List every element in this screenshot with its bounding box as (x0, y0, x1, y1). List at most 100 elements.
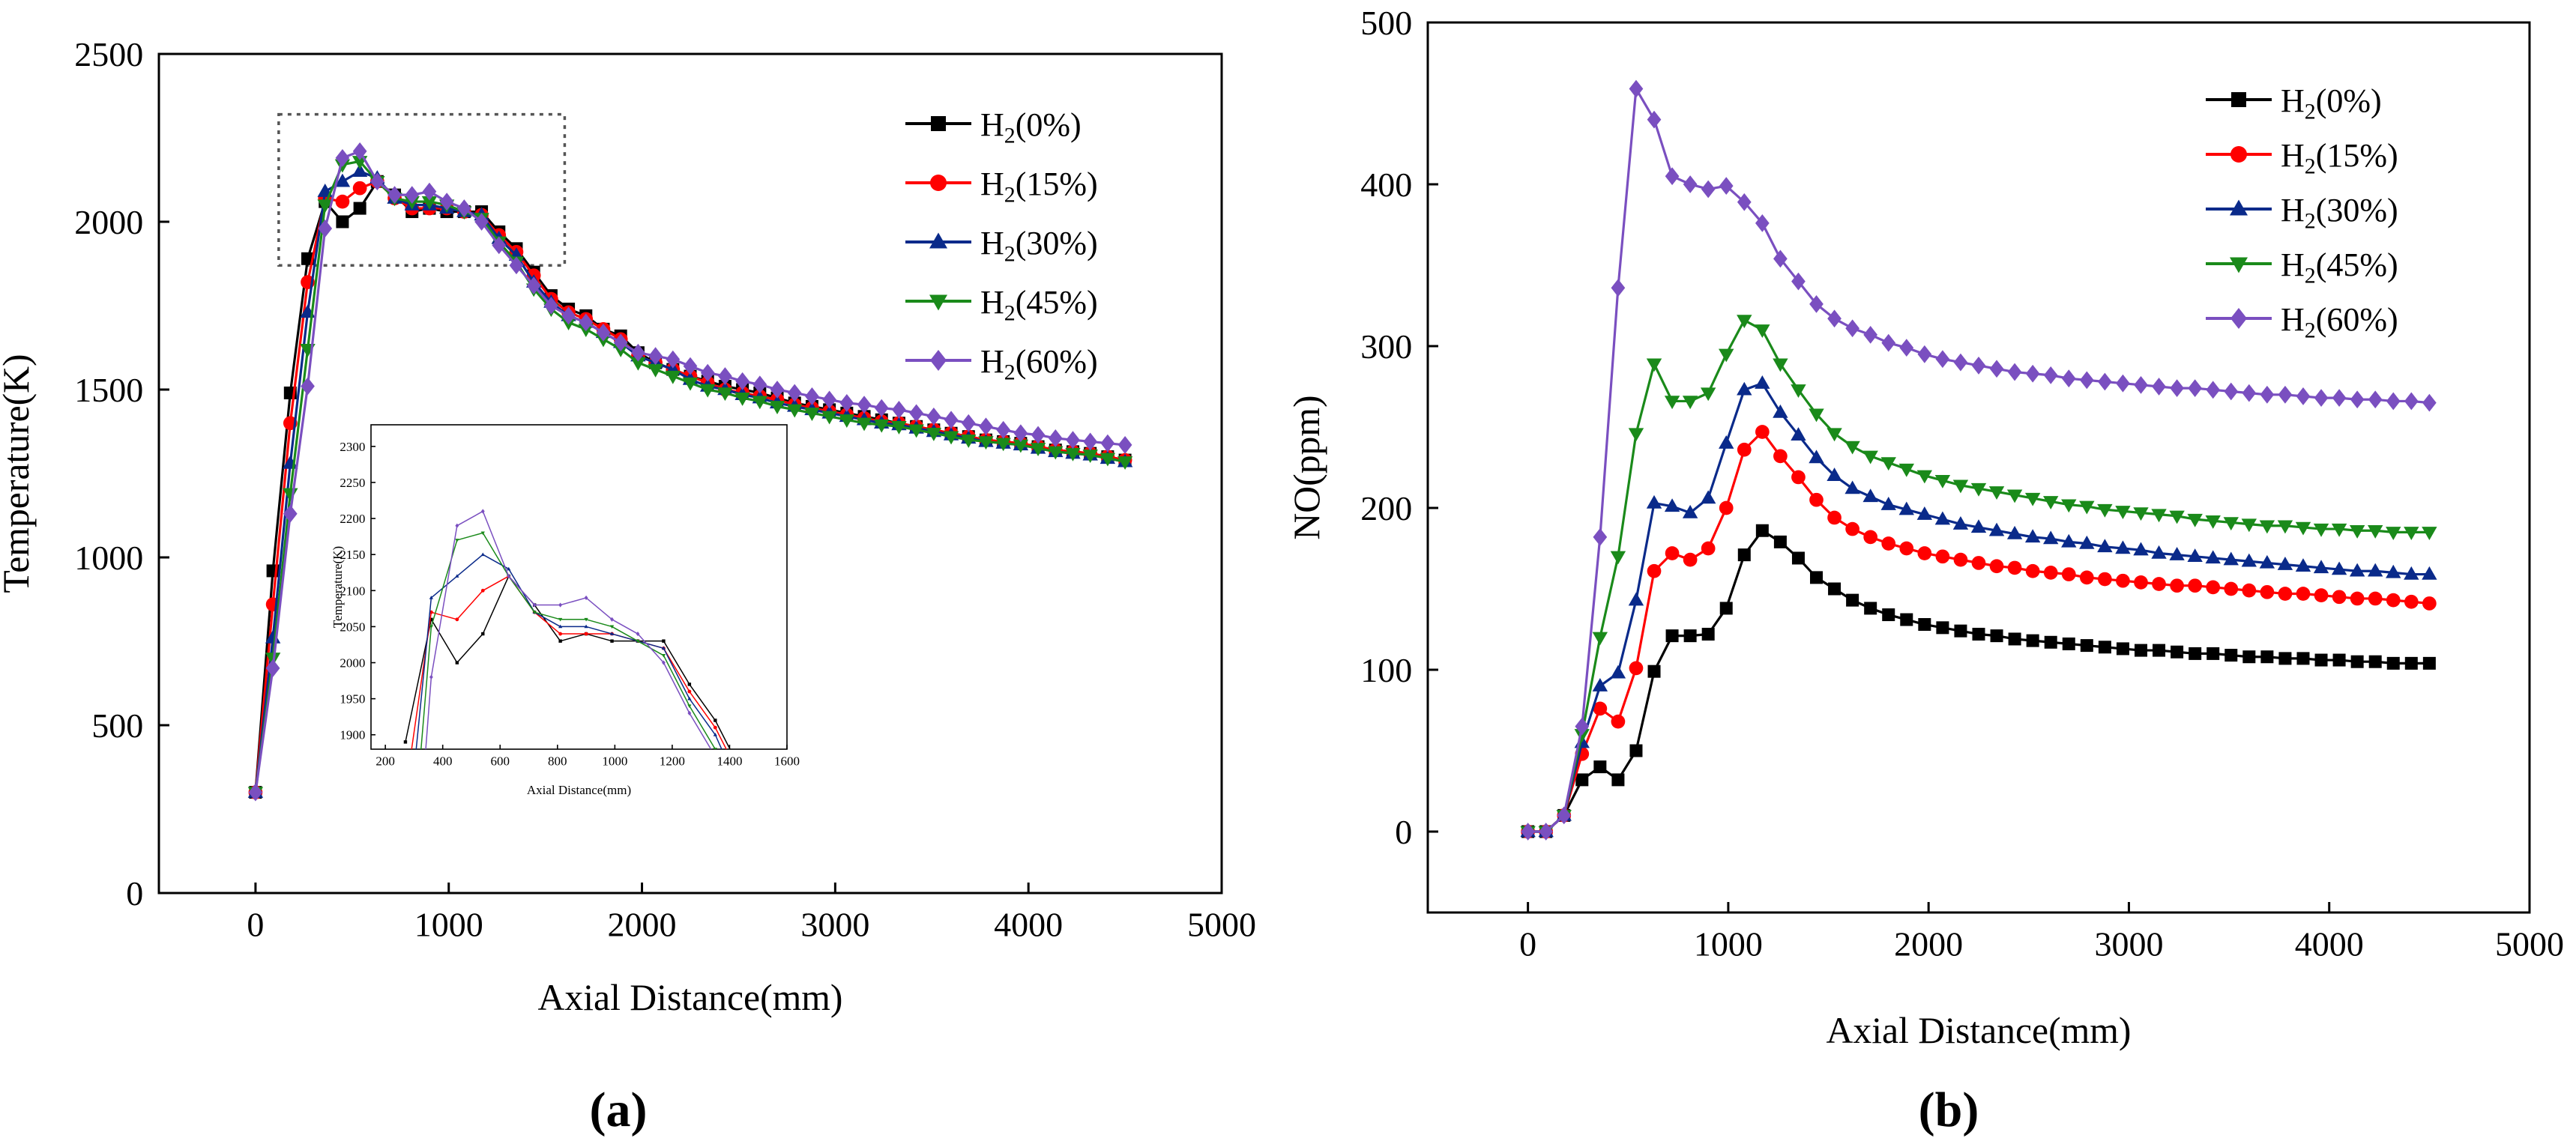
data-point (1970, 519, 1987, 533)
data-point (265, 659, 280, 677)
data-point (636, 639, 640, 644)
data-point (2368, 525, 2383, 539)
data-point (1117, 436, 1132, 454)
data-point (2044, 635, 2057, 649)
y-tick-label: 1000 (74, 539, 143, 577)
data-point (2277, 520, 2293, 534)
data-point (648, 347, 663, 366)
data-point (429, 596, 434, 599)
legend-label: H2(60%) (2281, 301, 2398, 343)
legend-label: H2(45%) (980, 284, 1098, 326)
data-point (961, 434, 977, 448)
data-point (1898, 501, 1914, 515)
data-point (1683, 552, 1698, 567)
x-tick-label: 5000 (2495, 925, 2564, 963)
data-point (2188, 379, 2203, 398)
legend: H2(0%) H2(15%) H2(30%) H2(45%) H2(60%) (905, 106, 1098, 385)
data-point (1700, 490, 1716, 504)
x-tick-label: 1600 (774, 754, 800, 768)
data-point (455, 617, 459, 622)
data-point (661, 646, 666, 650)
data-point (1647, 110, 1662, 129)
data-point (1701, 180, 1716, 199)
data-point (2151, 545, 2167, 559)
data-point (630, 357, 646, 371)
y-axis-label: Temperature(K) (0, 354, 37, 593)
data-point (421, 196, 438, 210)
data-point (996, 420, 1011, 439)
data-point (648, 363, 663, 378)
data-point (2169, 547, 2185, 560)
data-point (661, 654, 666, 658)
y-axis-label: NO(ppm) (1286, 395, 1327, 539)
data-point (2368, 390, 2383, 409)
data-point (2079, 570, 2094, 585)
data-point (1082, 450, 1098, 463)
x-axis-label: Axial Distance(mm) (538, 977, 843, 1018)
data-point (2153, 644, 2166, 657)
data-point (1809, 492, 1824, 507)
series-3 (1520, 315, 2437, 840)
x-tick-label: 600 (490, 754, 510, 768)
data-point (1953, 552, 1968, 567)
data-point (1737, 315, 1752, 329)
data-point (2098, 641, 2111, 654)
data-point (2024, 492, 2041, 506)
data-point (1611, 773, 1625, 787)
x-tick-label: 400 (433, 754, 453, 768)
x-tick-label: 800 (548, 754, 567, 768)
x-tick-label: 2000 (608, 906, 677, 944)
data-point (1013, 439, 1029, 453)
legend-label: H2(30%) (2281, 192, 2398, 234)
data-point (1791, 427, 1806, 441)
data-point (1791, 272, 1806, 291)
data-point (2116, 573, 2130, 588)
chart-b-no: 0 1000 2000 3000 4000 5000 0 100 200 300 400 500 Axi… (1286, 4, 2564, 1051)
data-point (404, 1014, 408, 1018)
legend-label: H2(30%) (980, 225, 1098, 267)
data-point (1683, 175, 1698, 193)
data-point (2404, 656, 2418, 670)
data-point (1100, 434, 1115, 453)
data-point (735, 372, 749, 390)
data-point (2115, 540, 2131, 554)
data-point (544, 297, 558, 315)
data-point (1952, 479, 1969, 494)
data-point (584, 617, 588, 622)
data-point (1899, 339, 1914, 357)
series-line (405, 575, 731, 749)
data-point (480, 531, 485, 536)
data-point (769, 401, 785, 415)
data-point (2207, 647, 2220, 660)
data-point (1900, 613, 1913, 626)
y-tick-label: 500 (91, 706, 143, 745)
data-point (1972, 627, 1985, 641)
data-point (1030, 443, 1046, 457)
data-point (926, 428, 942, 441)
data-point (2278, 587, 2293, 601)
data-point (1719, 602, 1733, 615)
data-point (1611, 714, 1626, 729)
data-point (1646, 494, 1662, 509)
data-point (2259, 554, 2275, 569)
data-point (874, 419, 890, 433)
data-point (2061, 567, 2076, 581)
data-point (1593, 701, 1608, 716)
series-3 (403, 531, 717, 939)
x-tick-label: 1000 (414, 906, 483, 944)
data-point (1916, 470, 1933, 484)
data-point (492, 236, 507, 255)
x-tick-label: 1000 (602, 754, 627, 768)
data-point (2386, 527, 2401, 541)
data-point (1683, 629, 1697, 643)
data-point (1988, 522, 2005, 536)
series-4 (248, 142, 1132, 802)
data-point (636, 631, 640, 637)
data-point (1682, 504, 1698, 518)
plot-frame (1426, 21, 2531, 914)
data-point (403, 935, 407, 939)
data-point (422, 182, 437, 201)
data-point (2278, 652, 2292, 665)
y-tick-label: 400 (1360, 166, 1412, 204)
